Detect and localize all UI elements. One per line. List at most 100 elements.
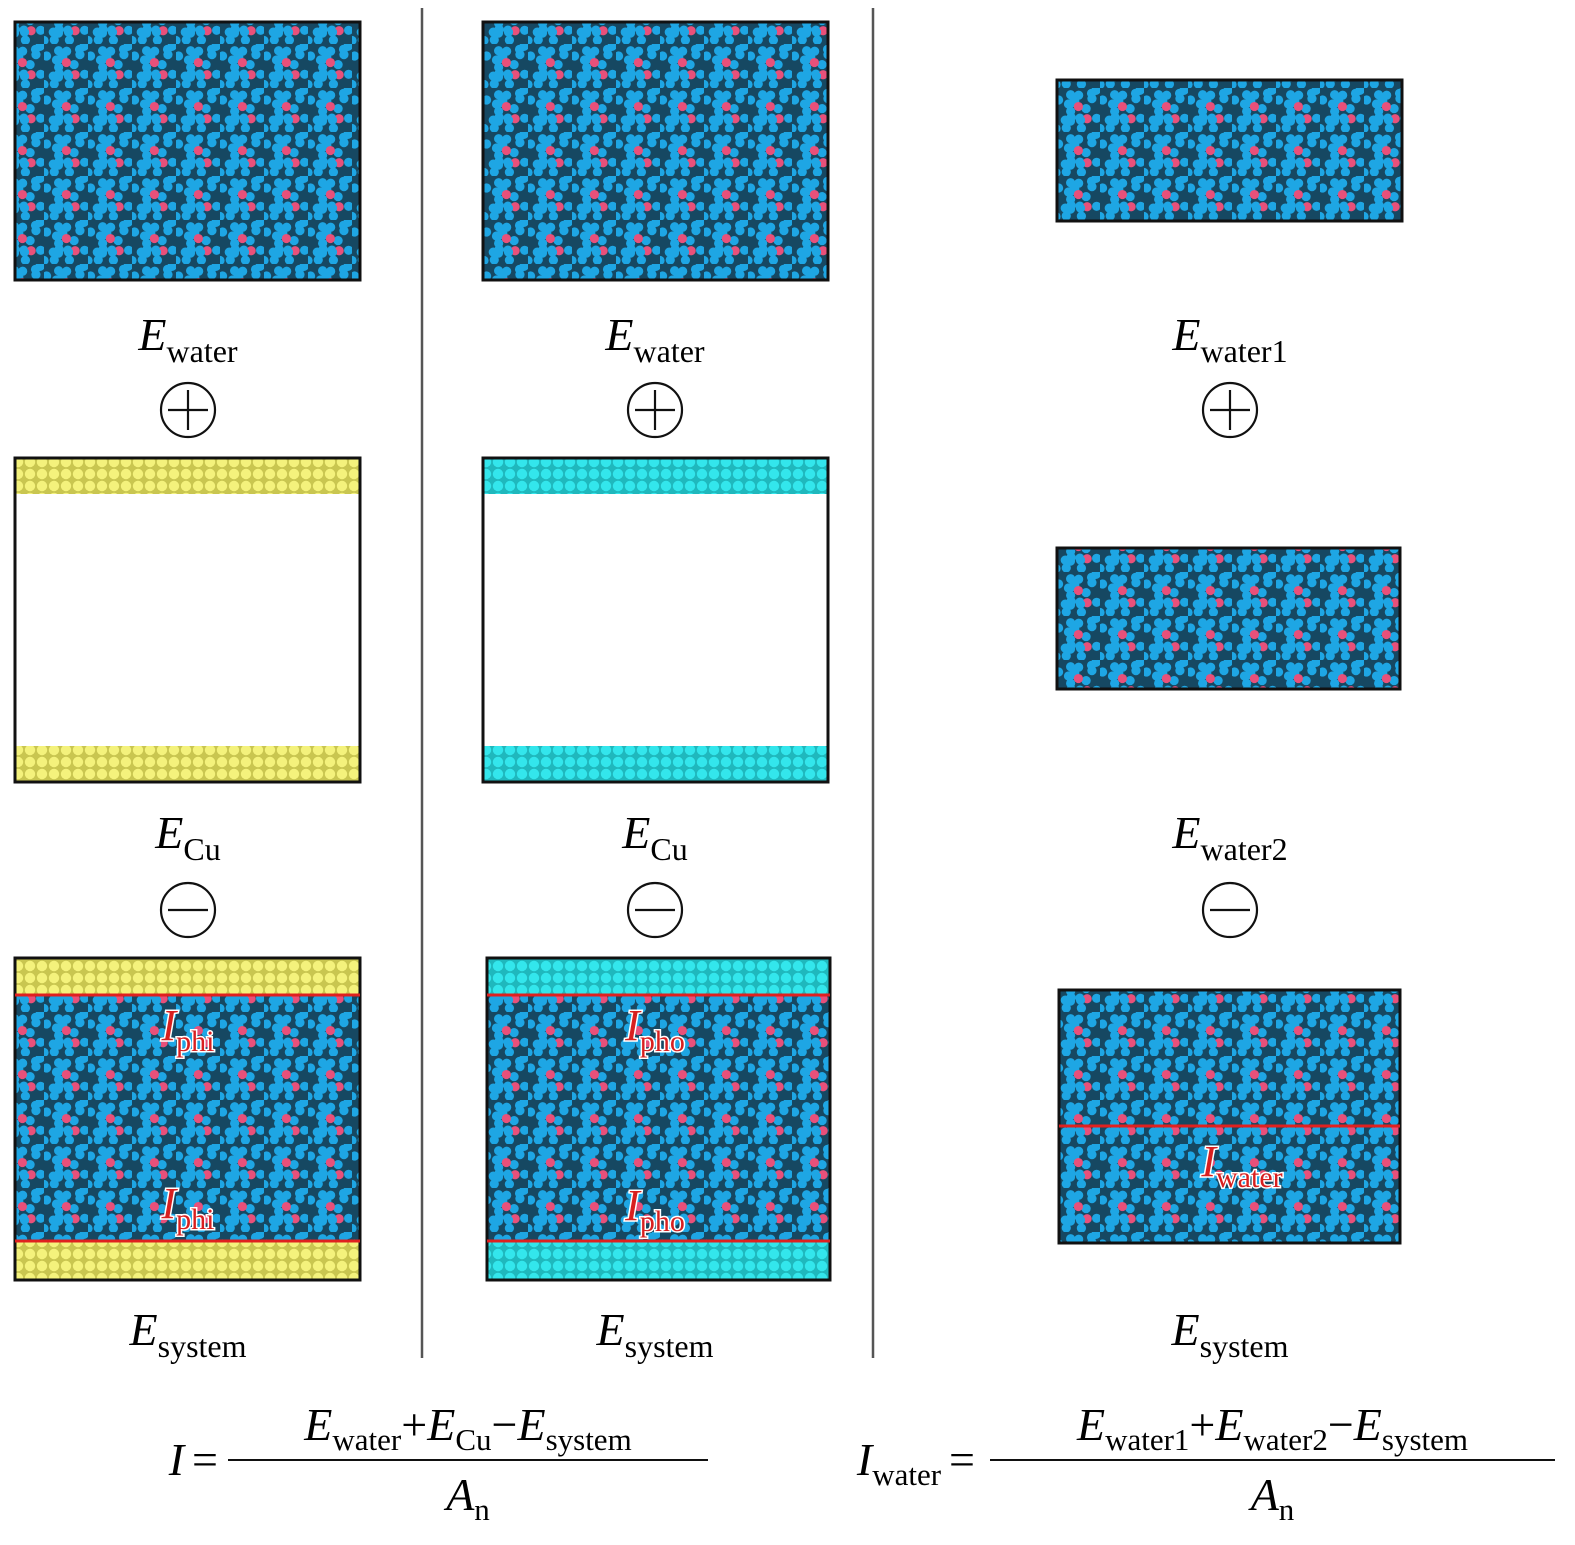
- symbol: I: [168, 1434, 187, 1485]
- stage-label: Esystem: [1171, 1304, 1289, 1364]
- operator-circle: [626, 881, 684, 939]
- subscript: phi: [176, 1203, 214, 1236]
- panel: [485, 956, 832, 1282]
- symbol: E: [129, 1304, 158, 1355]
- stage-label: Ewater1: [1171, 309, 1287, 369]
- water-box: [15, 958, 360, 1280]
- cu-slab: [15, 958, 360, 995]
- cu-slab: [15, 458, 360, 494]
- interface-label: Ipho: [624, 1001, 685, 1058]
- operator: +: [1189, 1399, 1215, 1450]
- symbol: I: [856, 1434, 875, 1485]
- stage-label: Ewater2: [1171, 807, 1287, 867]
- subscript: Cu: [650, 831, 687, 867]
- stage-label: ECu: [154, 807, 220, 867]
- subscript: system: [158, 1328, 247, 1364]
- formula-denominator: An: [1248, 1469, 1295, 1527]
- subscript: water: [634, 333, 705, 369]
- formula-lhs: I =: [168, 1434, 218, 1485]
- stage-label: Ewater: [604, 309, 705, 369]
- box-frame: [1057, 988, 1402, 1245]
- symbol: I: [624, 1001, 642, 1050]
- water-box: [483, 22, 828, 280]
- subscript: water: [167, 333, 238, 369]
- cu-slab: [483, 746, 828, 782]
- stage-label: ECu: [621, 807, 687, 867]
- operator: =: [192, 1434, 218, 1485]
- cu-slab: [483, 458, 828, 494]
- subscript: water: [872, 1457, 942, 1492]
- subscript: Cu: [455, 1422, 491, 1457]
- box-frame: [1055, 78, 1404, 223]
- panel: [1055, 78, 1404, 223]
- panel: [13, 956, 362, 1282]
- subscript: water2: [1201, 831, 1288, 867]
- water-box: [1057, 548, 1400, 689]
- symbol: E: [1171, 309, 1200, 360]
- box-frame: [485, 956, 832, 1282]
- subscript: water: [1216, 1161, 1283, 1194]
- symbol: E: [1171, 807, 1200, 858]
- symbol: E: [621, 807, 650, 858]
- subscript: water: [332, 1422, 402, 1457]
- symbol: E: [1214, 1399, 1243, 1450]
- symbol: E: [303, 1399, 332, 1450]
- formula-denominator: An: [443, 1469, 490, 1527]
- cu-slab: [15, 1241, 360, 1280]
- subscript: Cu: [183, 831, 220, 867]
- panel: [1057, 988, 1402, 1245]
- water-box: [487, 958, 830, 1280]
- box-frame: [481, 456, 830, 784]
- symbol: E: [516, 1399, 545, 1450]
- interface-label: Iphi: [161, 1179, 215, 1236]
- subscript: water1: [1201, 333, 1288, 369]
- symbol: I: [1200, 1137, 1218, 1186]
- operator: −: [1328, 1399, 1354, 1450]
- operator: +: [401, 1399, 427, 1450]
- symbol: E: [1076, 1399, 1105, 1450]
- box-bg: [15, 458, 360, 782]
- panel: [481, 456, 830, 784]
- formula-numerator: Ewater+ECu−Esystem: [303, 1399, 631, 1457]
- symbol: E: [137, 309, 166, 360]
- subscript: water2: [1243, 1422, 1327, 1457]
- formula-lhs: Iwater =: [856, 1434, 975, 1492]
- box-frame: [13, 456, 362, 784]
- operator: =: [949, 1434, 975, 1485]
- operator-circle: [1201, 881, 1259, 939]
- symbol: A: [443, 1469, 475, 1520]
- operator-circle: [159, 381, 217, 439]
- subscript: n: [474, 1492, 490, 1527]
- symbol: E: [596, 1304, 625, 1355]
- stage-label: Ewater: [137, 309, 238, 369]
- panel: [13, 20, 362, 282]
- symbol: I: [624, 1181, 642, 1230]
- interface-label: Ipho: [624, 1181, 685, 1238]
- symbol: E: [426, 1399, 455, 1450]
- water-box: [1057, 80, 1402, 221]
- subscript: n: [1279, 1492, 1295, 1527]
- symbol: E: [1353, 1399, 1382, 1450]
- symbol: I: [161, 1001, 179, 1050]
- symbol: A: [1248, 1469, 1280, 1520]
- cu-slab: [15, 746, 360, 782]
- panel: [1055, 546, 1402, 691]
- subscript: system: [546, 1422, 632, 1457]
- cu-slab: [487, 1241, 830, 1280]
- box-frame: [13, 956, 362, 1282]
- cu-slab: [487, 958, 830, 995]
- box-frame: [13, 20, 362, 282]
- water-box: [15, 22, 360, 280]
- symbol: E: [604, 309, 633, 360]
- subscript: pho: [640, 1205, 685, 1238]
- operator-circle: [1201, 381, 1259, 439]
- symbol: I: [161, 1179, 179, 1228]
- operator: −: [492, 1399, 518, 1450]
- subscript: water1: [1105, 1422, 1189, 1457]
- operator-circle: [159, 881, 217, 939]
- stage-label: Esystem: [596, 1304, 714, 1364]
- formula-numerator: Ewater1+Ewater2−Esystem: [1076, 1399, 1468, 1457]
- subscript: system: [1382, 1422, 1468, 1457]
